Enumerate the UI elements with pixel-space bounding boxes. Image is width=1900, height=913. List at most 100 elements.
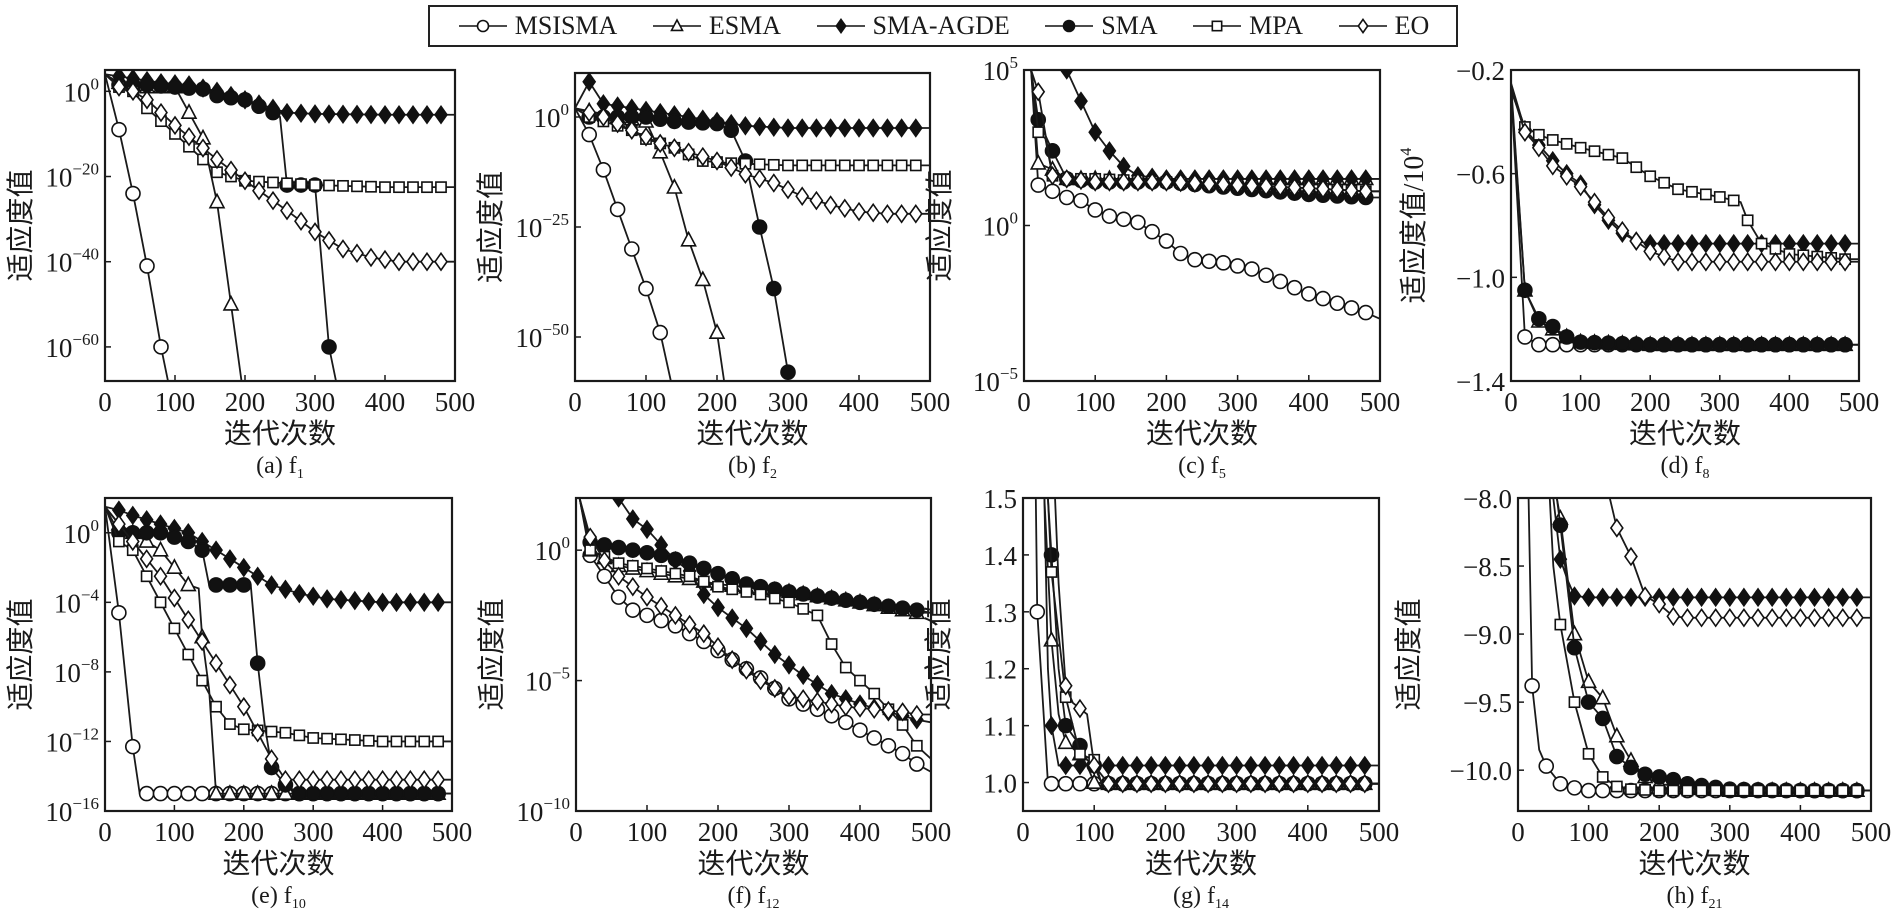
marker-mpa xyxy=(1822,784,1835,797)
marker-mpa xyxy=(1808,784,1821,797)
marker-mpa xyxy=(1755,237,1768,250)
marker-sma-agde xyxy=(336,104,350,125)
x-tick-label: 0 xyxy=(1017,387,1031,417)
marker-eo xyxy=(1073,698,1087,719)
marker-eo xyxy=(1058,676,1073,696)
marker-mpa xyxy=(854,674,866,687)
marker-sma-agde xyxy=(125,505,140,526)
y-axis-label: 适应度值 xyxy=(5,169,37,281)
marker-mpa xyxy=(309,179,321,191)
legend-marker xyxy=(476,19,490,33)
legend-item: EO xyxy=(1337,11,1429,41)
x-tick-label: 400 xyxy=(840,817,881,847)
marker-sma-agde xyxy=(739,618,754,639)
marker-sma-agde xyxy=(766,117,781,138)
chart-panel-a: 0 100 200 300 400 500 100 10−20 10−40 10−60 迭代次数 (a… xyxy=(5,68,475,482)
marker-sma-agde xyxy=(1058,755,1073,776)
marker-mpa xyxy=(379,181,391,194)
marker-msisma xyxy=(908,756,925,772)
marker-eo xyxy=(781,179,795,200)
marker-eo xyxy=(250,722,265,743)
marker-mpa xyxy=(796,159,809,172)
marker-mpa xyxy=(1074,748,1086,760)
marker-eo xyxy=(264,749,279,769)
marker-eo xyxy=(364,247,378,268)
legend-item: SMA xyxy=(1043,11,1158,41)
marker-sma xyxy=(652,111,669,127)
y-tick-label: 100 xyxy=(64,74,100,107)
legend-marker xyxy=(1062,19,1076,33)
marker-eo xyxy=(420,251,434,272)
marker-esma xyxy=(208,192,226,209)
y-tick-label: 10−16 xyxy=(45,794,99,827)
marker-sma-agde xyxy=(434,104,448,125)
panel-caption: (b) f2 xyxy=(728,453,777,482)
plot-frame xyxy=(103,68,457,383)
x-tick-label: 500 xyxy=(1851,817,1892,847)
marker-sma-agde xyxy=(1258,755,1273,776)
marker-eo xyxy=(434,251,448,272)
marker-sma-agde xyxy=(236,557,251,578)
x-tick-label: 400 xyxy=(1288,817,1329,847)
x-axis-label: 迭代次数 xyxy=(222,848,334,880)
y-tick-label: 10−50 xyxy=(515,320,569,353)
marker-eo xyxy=(112,77,126,97)
y-tick-label: 100 xyxy=(64,516,100,549)
marker-sma-agde xyxy=(280,102,294,123)
marker-msisma xyxy=(111,604,127,621)
marker-mpa xyxy=(154,596,167,609)
x-tick-label: 400 xyxy=(1769,387,1810,417)
y-tick-label: 10−5 xyxy=(525,664,570,697)
marker-sma xyxy=(194,542,210,558)
marker-eo xyxy=(1301,178,1316,198)
marker-eo xyxy=(139,549,154,569)
marker-esma xyxy=(152,540,169,557)
marker-eo xyxy=(1102,172,1117,192)
marker-sma-agde xyxy=(1824,233,1839,254)
marker-mpa xyxy=(432,735,445,748)
marker-eo xyxy=(853,698,867,718)
marker-sma-agde xyxy=(796,665,811,686)
marker-mpa xyxy=(783,596,795,609)
marker-eo xyxy=(610,113,625,134)
marker-mpa xyxy=(265,725,278,738)
marker-eo xyxy=(1173,172,1188,193)
marker-msisma xyxy=(581,126,598,143)
series-line-eo xyxy=(105,73,455,263)
marker-msisma xyxy=(1301,286,1317,302)
marker-eo xyxy=(1145,172,1160,192)
marker-eo xyxy=(1343,773,1358,794)
y-tick-label: 105 xyxy=(983,53,1019,86)
marker-esma xyxy=(666,177,683,194)
y-tick-label: 10−60 xyxy=(45,330,99,363)
marker-mpa xyxy=(1741,214,1754,227)
marker-esma xyxy=(694,270,712,287)
x-tick-label: 200 xyxy=(698,817,739,847)
marker-msisma xyxy=(1552,775,1569,792)
y-tick-label: 10−10 xyxy=(516,794,570,827)
marker-mpa xyxy=(825,638,838,650)
marker-esma xyxy=(1029,153,1047,170)
marker-sma-agde xyxy=(1315,755,1329,776)
plot-frame xyxy=(1509,68,1861,383)
marker-mpa xyxy=(1045,566,1058,578)
marker-eo xyxy=(1722,607,1737,628)
marker-eo xyxy=(1601,207,1616,228)
marker-sma-agde xyxy=(1088,122,1103,142)
y-axis-label: 适应度值 xyxy=(5,598,37,710)
marker-eo xyxy=(182,126,196,147)
marker-sma-agde xyxy=(1712,233,1727,254)
marker-sma-agde xyxy=(837,118,852,138)
marker-eo xyxy=(810,691,825,712)
marker-eo xyxy=(867,699,882,720)
marker-eo xyxy=(725,649,740,670)
marker-eo xyxy=(852,201,866,222)
y-tick-label: 100 xyxy=(534,100,570,133)
marker-eo xyxy=(1272,773,1287,794)
marker-msisma xyxy=(595,162,612,178)
marker-sma-agde xyxy=(852,118,866,138)
x-axis-label: 迭代次数 xyxy=(1629,418,1741,450)
marker-mpa xyxy=(1582,747,1595,760)
marker-eo xyxy=(292,769,307,790)
marker-sma xyxy=(1572,334,1589,350)
